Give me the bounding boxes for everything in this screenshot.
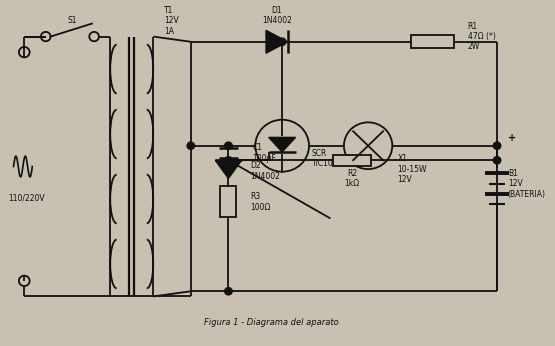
Text: X1
10-15W
12V: X1 10-15W 12V — [398, 154, 427, 184]
Circle shape — [279, 38, 286, 45]
Text: R2
1kΩ: R2 1kΩ — [345, 169, 360, 188]
Text: S1: S1 — [68, 17, 77, 26]
Text: D1
1N4002: D1 1N4002 — [262, 6, 292, 26]
Text: R3
100Ω: R3 100Ω — [250, 192, 270, 211]
FancyBboxPatch shape — [333, 155, 371, 166]
Text: T1
12V
1A: T1 12V 1A — [164, 6, 179, 36]
Polygon shape — [269, 137, 296, 152]
FancyBboxPatch shape — [220, 186, 236, 217]
Text: +: + — [508, 133, 516, 143]
Text: Figura 1 - Diagrama del aparato: Figura 1 - Diagrama del aparato — [204, 318, 339, 327]
Circle shape — [225, 157, 232, 164]
Polygon shape — [266, 30, 287, 53]
Circle shape — [225, 288, 232, 295]
Circle shape — [187, 142, 195, 149]
Text: R1
47Ω (*)
2W: R1 47Ω (*) 2W — [467, 22, 496, 52]
Circle shape — [225, 142, 232, 149]
Text: D2
1N4002: D2 1N4002 — [250, 162, 280, 181]
Text: SCR
TIC106: SCR TIC106 — [312, 149, 339, 169]
FancyBboxPatch shape — [411, 35, 454, 48]
Polygon shape — [215, 160, 241, 179]
Text: C1
100μF: C1 100μF — [253, 143, 276, 163]
Text: B1
12V
(BATERIA): B1 12V (BATERIA) — [508, 169, 546, 199]
Circle shape — [493, 142, 501, 149]
Circle shape — [493, 157, 501, 164]
Text: 110/220V: 110/220V — [9, 193, 46, 202]
